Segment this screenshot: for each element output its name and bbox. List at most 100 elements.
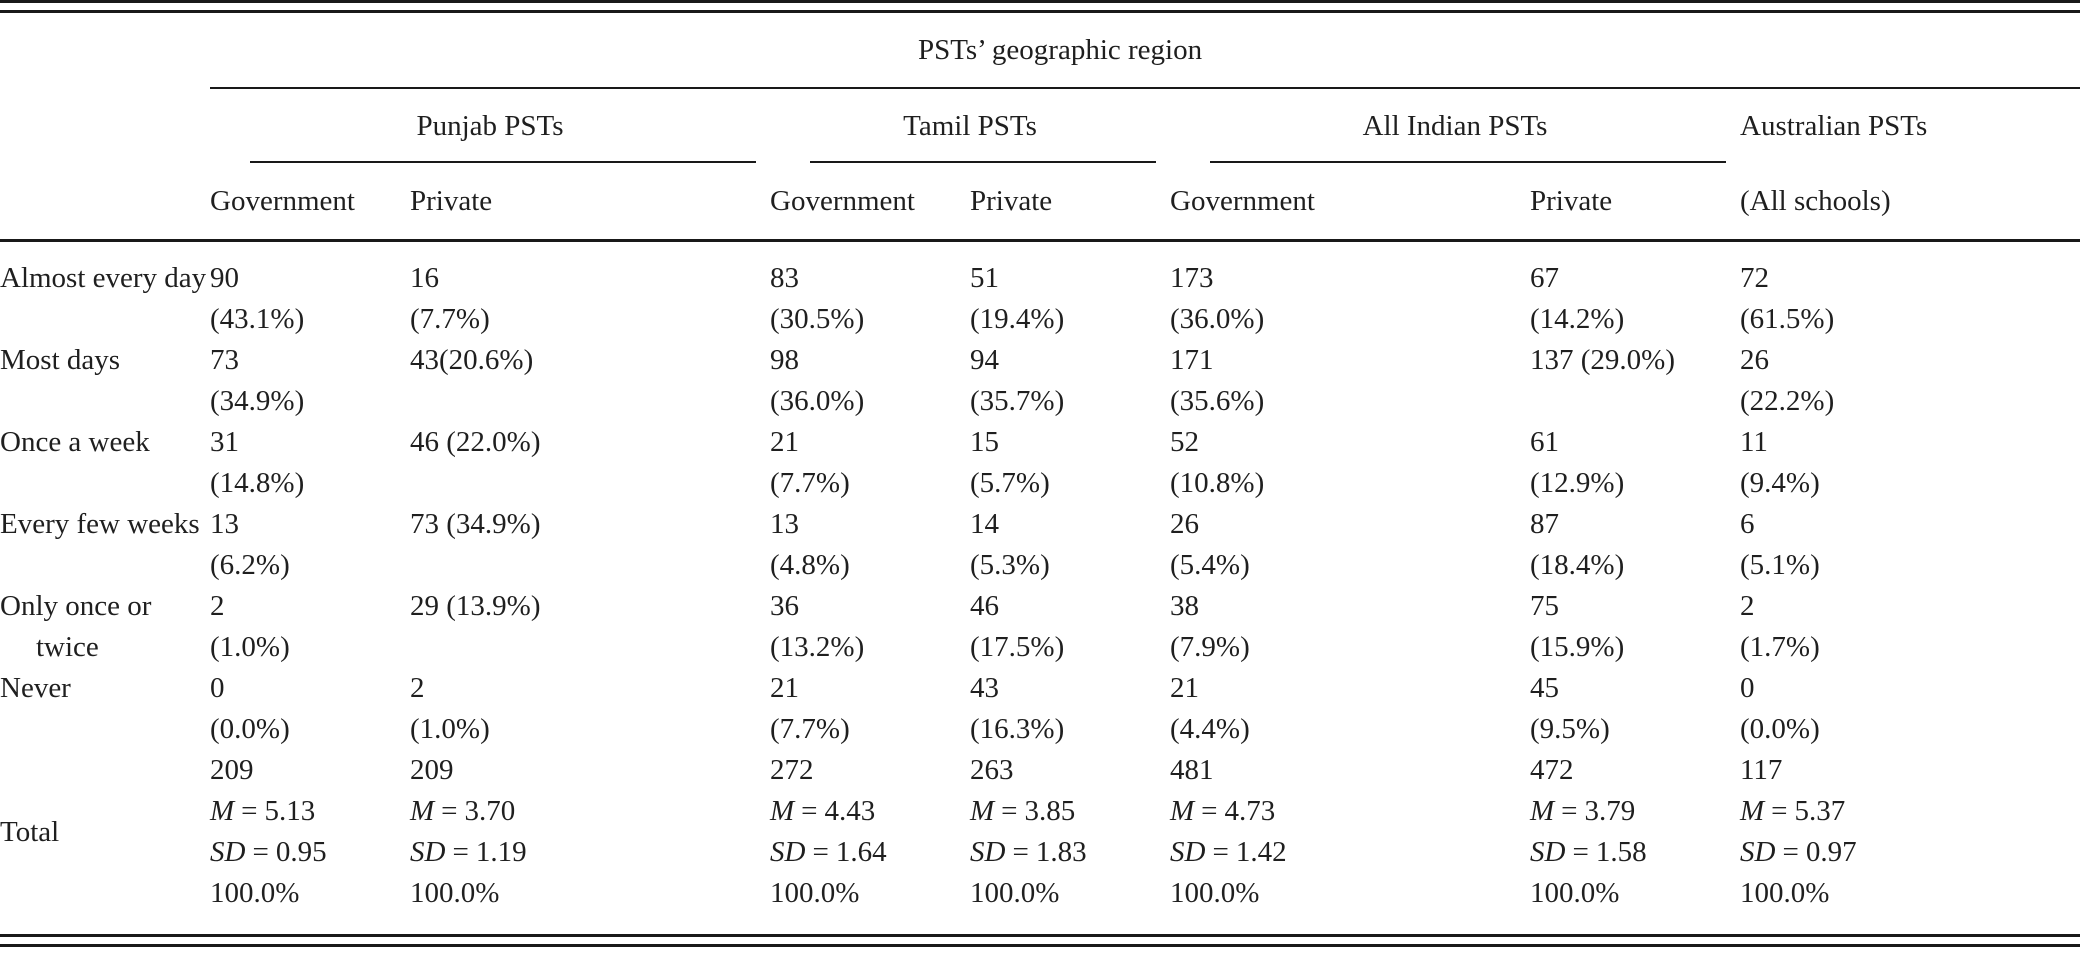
percent-line: (14.8%) — [210, 467, 305, 499]
count-percent-cell: 94 (35.7%) — [970, 340, 1170, 422]
count-percent-cell: 90 (43.1%) — [210, 241, 410, 341]
total-count: 263 — [970, 754, 1014, 786]
count-line: 61 — [1530, 426, 1559, 458]
table-row-once-a-week: Once a week 31 (14.8%) 46 (22.0%) 21 (7.7%… — [0, 422, 2080, 504]
sd-line: SD = 1.83 — [970, 836, 1087, 868]
total-cell: 117 M = 5.37 SD = 0.97 100.0% — [1740, 750, 2080, 934]
region-header-row: PSTs’ geographic region — [0, 13, 2080, 89]
mean-line: M = 5.13 — [210, 795, 316, 827]
mean-line: M = 3.79 — [1530, 795, 1636, 827]
percent-total-line: 100.0% — [210, 877, 300, 909]
count-line: 31 — [210, 426, 239, 458]
group-header-all-indian: All Indian PSTs — [1170, 88, 1740, 163]
percent-line: (4.4%) — [1170, 713, 1250, 745]
column-header-government-tamil: Government — [770, 163, 970, 242]
count-line: 171 — [1170, 344, 1214, 376]
group-underline — [250, 161, 756, 163]
percent-line: (30.5%) — [770, 303, 865, 335]
sd-line: SD = 1.42 — [1170, 836, 1287, 868]
percent-line: (22.2%) — [1740, 385, 1835, 417]
count-percent-cell: 67 (14.2%) — [1530, 241, 1740, 341]
count-line: 13 — [210, 508, 239, 540]
count-percent-cell: 46 (22.0%) — [410, 422, 770, 504]
percent-line: (18.4%) — [1530, 549, 1625, 581]
column-header-private-tamil: Private — [970, 163, 1170, 242]
count-line: 87 — [1530, 508, 1559, 540]
percent-line: (5.3%) — [970, 549, 1050, 581]
row-label: Almost every day — [0, 262, 207, 294]
percent-total-line: 100.0% — [770, 877, 860, 909]
group-header-row: Punjab PSTs Tamil PSTs All Indian PSTs A… — [0, 88, 2080, 163]
percent-line: (14.2%) — [1530, 303, 1625, 335]
table-row-almost-every-day: Almost every day 90 (43.1%) 16 (7.7%) 83 (3… — [0, 241, 2080, 341]
count-line: 72 — [1740, 262, 1769, 294]
count-percent-cell: 43(20.6%) — [410, 340, 770, 422]
count-percent-cell: 29 (13.9%) — [410, 586, 770, 668]
count-line: 67 — [1530, 262, 1559, 294]
count-line: 94 — [970, 344, 999, 376]
count-percent-cell: 98 (36.0%) — [770, 340, 970, 422]
row-label: Only once or twice — [0, 586, 210, 668]
percent-line: (13.2%) — [770, 631, 865, 663]
count-line: 15 — [970, 426, 999, 458]
group-label: Tamil PSTs — [903, 109, 1037, 142]
count-percent-cell: 15 (5.7%) — [970, 422, 1170, 504]
percent-line: (34.9%) — [210, 385, 305, 417]
count-line: 21 — [770, 672, 799, 704]
count-line: 26 — [1170, 508, 1199, 540]
percent-total-line: 100.0% — [410, 877, 500, 909]
count-line: 2 — [1740, 590, 1755, 622]
count-percent-cell: 26 (5.4%) — [1170, 504, 1530, 586]
total-cell: 272 M = 4.43 SD = 1.64 100.0% — [770, 750, 970, 934]
count-percent-cell: 21 (7.7%) — [770, 422, 970, 504]
row-label-line2: twice — [36, 631, 99, 663]
count-line: 14 — [970, 508, 999, 540]
count-percent-cell: 46 (17.5%) — [970, 586, 1170, 668]
percent-line: (7.7%) — [770, 713, 850, 745]
percent-line: (36.0%) — [770, 385, 865, 417]
count-percent-cell: 72 (61.5%) — [1740, 241, 2080, 341]
count-percent-cell: 0 (0.0%) — [1740, 668, 2080, 750]
table-row-most-days: Most days 73 (34.9%) 43(20.6%) 98 (36.0%) … — [0, 340, 2080, 422]
row-label-line1: Only once or — [0, 590, 152, 622]
count-percent-cell: 137 (29.0%) — [1530, 340, 1740, 422]
percent-line: (1.7%) — [1740, 631, 1820, 663]
total-cell: 209 M = 3.70 SD = 1.19 100.0% — [410, 750, 770, 934]
count-percent-cell: 36 (13.2%) — [770, 586, 970, 668]
sd-line: SD = 0.95 — [210, 836, 327, 868]
total-count: 209 — [410, 754, 454, 786]
count-line: 0 — [1740, 672, 1755, 704]
percent-line: (10.8%) — [1170, 467, 1265, 499]
group-label: All Indian PSTs — [1362, 109, 1548, 142]
table-row-only-once-or-twice: Only once or twice 2 (1.0%) 29 (13.9%) 36 (… — [0, 586, 2080, 668]
count-line: 83 — [770, 262, 799, 294]
percent-line: (35.7%) — [970, 385, 1065, 417]
total-count: 481 — [1170, 754, 1214, 786]
column-header-private-all-indian: Private — [1530, 163, 1740, 242]
row-label: Most days — [0, 344, 121, 376]
count-line: 0 — [210, 672, 225, 704]
count-line: 45 — [1530, 672, 1559, 704]
count-line: 73 (34.9%) — [410, 508, 541, 540]
top-double-rule — [0, 0, 2080, 13]
percent-line: (7.7%) — [410, 303, 490, 335]
count-percent-cell: 2 (1.0%) — [410, 668, 770, 750]
count-line: 43 — [970, 672, 999, 704]
count-percent-cell: 45 (9.5%) — [1530, 668, 1740, 750]
group-underline — [1210, 161, 1726, 163]
count-percent-cell: 2 (1.0%) — [210, 586, 410, 668]
count-percent-cell: 83 (30.5%) — [770, 241, 970, 341]
count-percent-cell: 16 (7.7%) — [410, 241, 770, 341]
table-row-total: Total 209 M = 5.13 SD = 0.95 100.0% 209 M = 3.70 SD… — [0, 750, 2080, 934]
group-underline — [810, 161, 1156, 163]
percent-line: (7.7%) — [770, 467, 850, 499]
percent-line: (61.5%) — [1740, 303, 1835, 335]
total-count: 117 — [1740, 754, 1783, 786]
mean-line: M = 4.43 — [770, 795, 876, 827]
row-label: Once a week — [0, 426, 150, 458]
mean-line: M = 5.37 — [1740, 795, 1846, 827]
count-line: 46 — [970, 590, 999, 622]
count-line: 173 — [1170, 262, 1214, 294]
mean-line: M = 3.70 — [410, 795, 516, 827]
